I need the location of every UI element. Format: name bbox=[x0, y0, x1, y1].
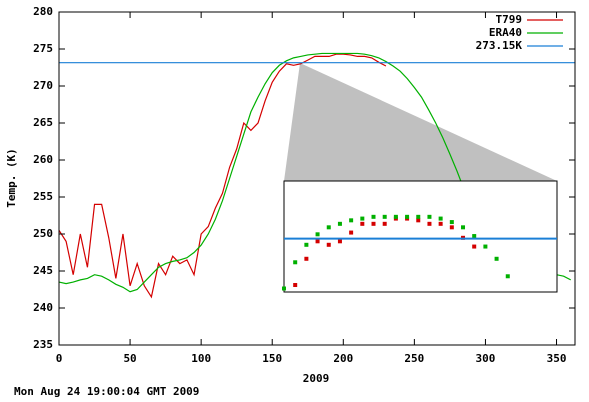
inset-point bbox=[438, 216, 443, 221]
inset-point bbox=[382, 214, 387, 219]
y-tick-label: 260 bbox=[33, 153, 53, 166]
y-tick-label: 255 bbox=[33, 190, 53, 203]
inset-point bbox=[472, 244, 477, 249]
x-axis-label: 2009 bbox=[303, 372, 330, 385]
y-tick-label: 240 bbox=[33, 301, 53, 314]
inset-point bbox=[360, 221, 365, 226]
inset-point bbox=[416, 214, 421, 219]
inset-point bbox=[326, 242, 331, 247]
x-tick-label: 300 bbox=[476, 352, 496, 365]
inset-point bbox=[371, 221, 376, 226]
inset-point bbox=[427, 214, 432, 219]
x-tick-label: 0 bbox=[56, 352, 63, 365]
inset-point bbox=[304, 242, 309, 247]
y-tick-label: 275 bbox=[33, 42, 53, 55]
legend-label: ERA40 bbox=[489, 26, 522, 39]
y-tick-label: 270 bbox=[33, 79, 53, 92]
inset-point bbox=[293, 260, 298, 265]
inset-point bbox=[494, 256, 499, 261]
y-axis-label: Temp. (K) bbox=[5, 148, 18, 208]
x-tick-label: 250 bbox=[404, 352, 424, 365]
inset-point bbox=[293, 283, 298, 288]
y-tick-label: 280 bbox=[33, 5, 53, 18]
y-tick-label: 265 bbox=[33, 116, 53, 129]
inset-point bbox=[360, 216, 365, 221]
inset-point bbox=[483, 244, 488, 249]
inset-point bbox=[505, 274, 510, 279]
x-tick-label: 150 bbox=[262, 352, 282, 365]
inset-point bbox=[438, 221, 443, 226]
zoom-triangle bbox=[284, 63, 557, 181]
inset-point bbox=[405, 214, 410, 219]
inset-point bbox=[461, 225, 466, 230]
inset-point bbox=[282, 286, 286, 291]
series-line bbox=[58, 53, 387, 299]
legend-label: T799 bbox=[496, 13, 523, 26]
inset-point bbox=[393, 214, 398, 219]
inset-point bbox=[349, 218, 354, 223]
inset-point bbox=[427, 221, 432, 226]
inset-point bbox=[315, 239, 320, 244]
y-tick-label: 235 bbox=[33, 338, 53, 351]
inset-point bbox=[472, 234, 477, 239]
x-tick-label: 350 bbox=[547, 352, 567, 365]
x-tick-label: 200 bbox=[333, 352, 353, 365]
inset-point bbox=[449, 225, 454, 230]
inset-point bbox=[371, 214, 376, 219]
inset-point bbox=[326, 225, 331, 230]
inset-point bbox=[315, 232, 320, 237]
y-tick-label: 245 bbox=[33, 264, 53, 277]
plot-border bbox=[58, 11, 576, 346]
inset-point bbox=[382, 221, 387, 226]
inset bbox=[282, 214, 557, 291]
inset-point bbox=[416, 218, 421, 223]
inset-point bbox=[304, 256, 309, 261]
legend-label: 273.15K bbox=[476, 39, 523, 52]
inset-point bbox=[349, 230, 354, 235]
inset-point bbox=[337, 221, 342, 226]
x-tick-label: 50 bbox=[123, 352, 136, 365]
inset-box bbox=[283, 180, 558, 293]
inset-point bbox=[449, 220, 454, 225]
footer: Mon Aug 24 19:00:04 GMT 2009 bbox=[14, 385, 199, 398]
x-tick-label: 100 bbox=[191, 352, 211, 365]
inset-point bbox=[337, 239, 342, 244]
y-tick-label: 250 bbox=[33, 227, 53, 240]
